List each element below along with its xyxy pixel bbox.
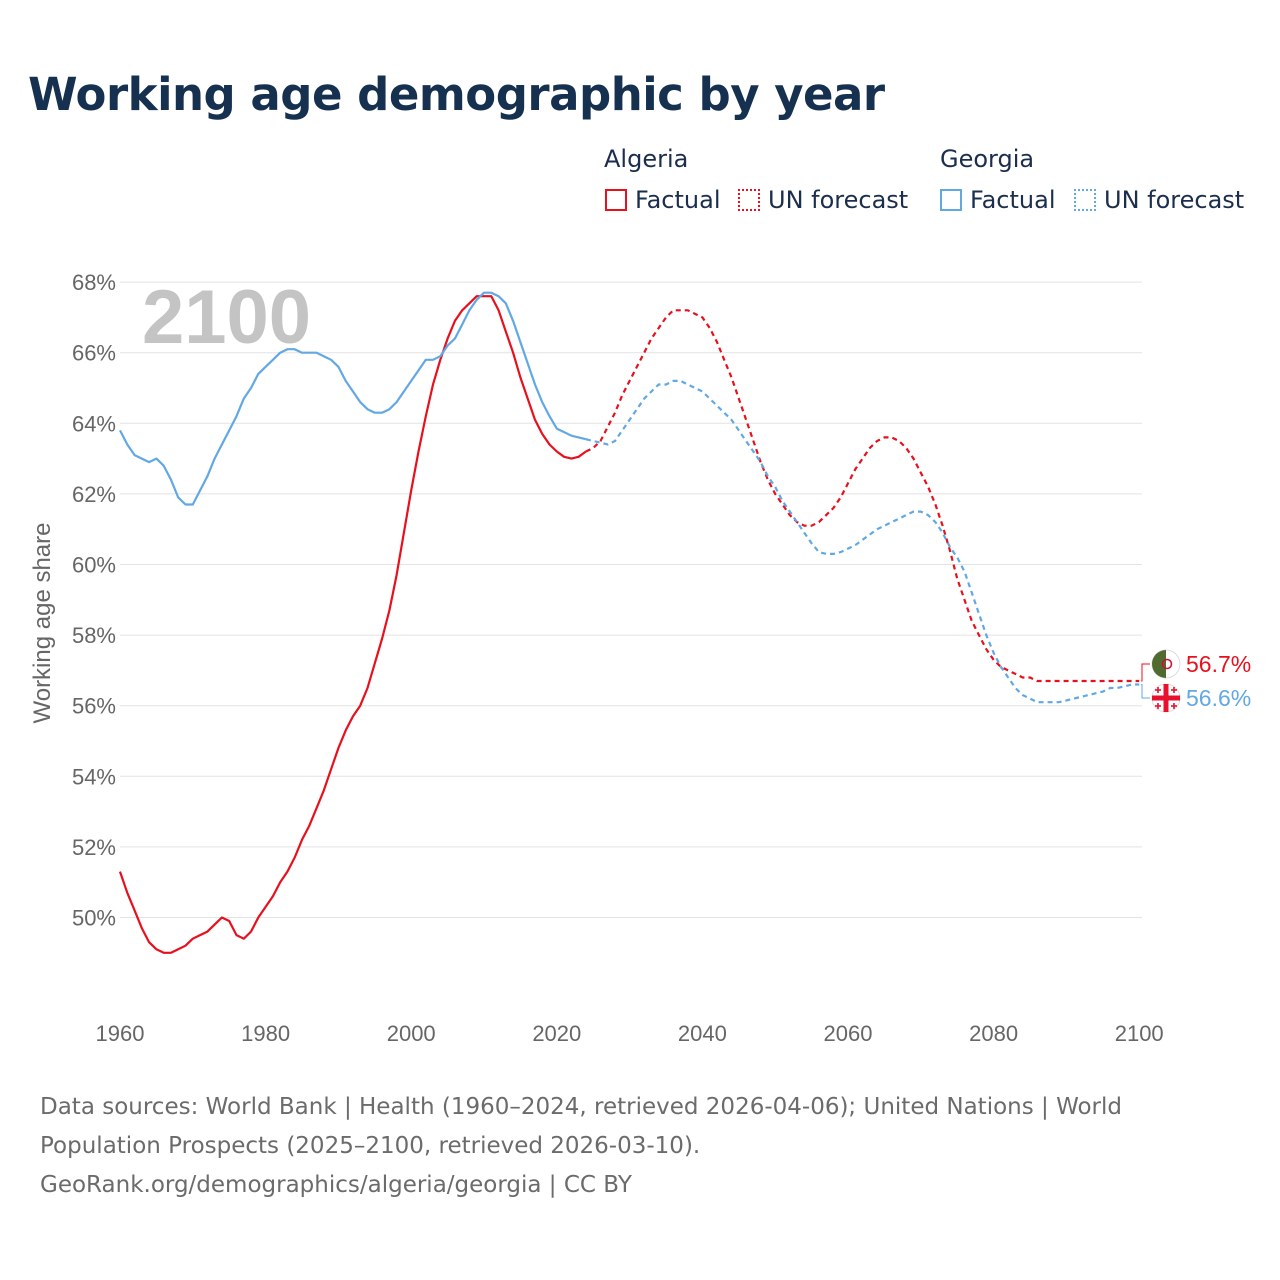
georgia-factual-line[interactable] xyxy=(119,291,587,506)
legend-georgia-factual[interactable]: Factual xyxy=(940,186,1056,214)
x-axis-ticks: 1960 1980 2000 2020 2040 2060 2080 2100 xyxy=(96,1021,1164,1046)
y-tick-label: 50% xyxy=(72,906,116,931)
line-chart: 2100 50% 52% 54% 56% 58% 60% 62% 64% 66% 68% 1960… xyxy=(29,270,1251,1046)
end-labels: 56.7% 56.6% xyxy=(1141,649,1251,713)
y-tick-label: 62% xyxy=(72,482,116,507)
end-value-label: 56.6% xyxy=(1186,685,1251,711)
legend-swatch-georgia-forecast xyxy=(1074,189,1096,211)
y-tick-label: 56% xyxy=(72,694,116,719)
legend-label: Factual xyxy=(635,186,721,214)
y-axis-ticks: 50% 52% 54% 56% 58% 60% 62% 64% 66% 68% xyxy=(72,270,116,930)
legend-label: UN forecast xyxy=(1104,186,1245,214)
legend-swatch-algeria-factual xyxy=(605,189,627,211)
gridlines xyxy=(120,281,1142,918)
footer-sources: Data sources: World Bank | Health (1960–… xyxy=(40,1088,1240,1205)
chart-title: Working age demographic by year xyxy=(28,68,885,121)
y-tick-label: 58% xyxy=(72,623,116,648)
x-tick-label: 2000 xyxy=(387,1021,436,1046)
legend-label: Factual xyxy=(970,186,1056,214)
end-label-connector xyxy=(1141,663,1150,682)
series-lines xyxy=(118,291,1140,954)
y-tick-label: 54% xyxy=(72,764,116,789)
legend-group-georgia: Georgia xyxy=(940,145,1035,173)
x-tick-label: 1960 xyxy=(96,1021,145,1046)
footer-line: Data sources: World Bank | Health (1960–… xyxy=(40,1094,1122,1120)
y-tick-label: 60% xyxy=(72,553,116,578)
georgia-flag-icon xyxy=(1151,683,1181,713)
x-tick-label: 2040 xyxy=(678,1021,727,1046)
legend-group-algeria: Algeria xyxy=(604,145,689,173)
end-value-label: 56.7% xyxy=(1186,651,1251,677)
x-tick-label: 2080 xyxy=(969,1021,1018,1046)
y-tick-label: 52% xyxy=(72,835,116,860)
y-tick-label: 66% xyxy=(72,341,116,366)
x-tick-label: 2020 xyxy=(532,1021,581,1046)
legend-georgia-forecast[interactable]: UN forecast xyxy=(1074,186,1244,214)
algeria-factual-line[interactable] xyxy=(118,295,587,954)
legend-algeria-factual[interactable]: Factual xyxy=(605,186,721,214)
georgia-forecast-line[interactable] xyxy=(585,379,1140,704)
legend-swatch-algeria-forecast xyxy=(738,189,760,211)
y-tick-label: 68% xyxy=(72,270,116,295)
current-year-watermark: 2100 xyxy=(142,275,311,360)
legend-swatch-georgia-factual xyxy=(940,189,962,211)
y-tick-label: 64% xyxy=(72,411,116,436)
x-tick-label: 2060 xyxy=(824,1021,873,1046)
algeria-forecast-line[interactable] xyxy=(585,309,1140,683)
footer-link-line[interactable]: GeoRank.org/demographics/algeria/georgia… xyxy=(40,1172,632,1198)
footer-line: Population Prospects (2025–2100, retriev… xyxy=(40,1133,701,1159)
y-axis-label: Working age share xyxy=(29,523,56,724)
end-label-connector xyxy=(1141,684,1150,699)
algeria-flag-icon xyxy=(1151,649,1181,679)
x-tick-label: 2100 xyxy=(1115,1021,1164,1046)
legend-algeria-forecast[interactable]: UN forecast xyxy=(738,186,908,214)
x-tick-label: 1980 xyxy=(241,1021,290,1046)
legend-label: UN forecast xyxy=(768,186,909,214)
